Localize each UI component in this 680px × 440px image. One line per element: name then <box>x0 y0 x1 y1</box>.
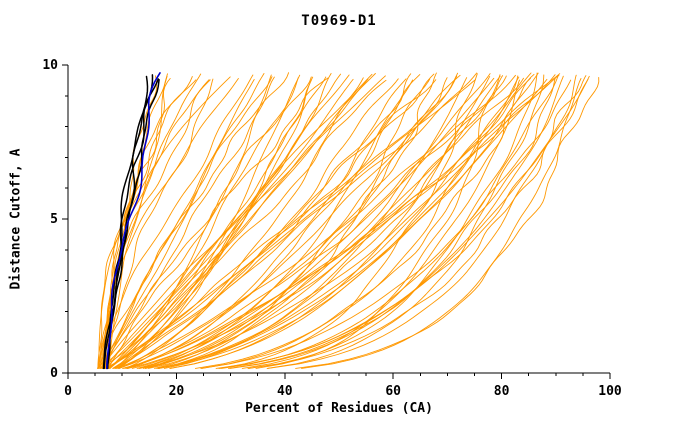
model-curve <box>97 76 193 369</box>
model-curve <box>228 78 556 369</box>
x-tick-label: 80 <box>494 384 510 399</box>
model-curve <box>267 74 577 369</box>
model-curve <box>98 79 210 369</box>
model-curve <box>138 77 524 369</box>
model-curve <box>108 77 299 369</box>
model-curve <box>109 74 350 369</box>
model-curve <box>201 75 519 369</box>
model-curve <box>105 74 461 369</box>
model-curve <box>169 76 520 369</box>
model-curve <box>100 73 202 369</box>
model-curve <box>104 73 376 369</box>
x-tick-label: 20 <box>169 384 185 399</box>
model-curve <box>157 75 507 369</box>
model-curve <box>113 72 478 369</box>
model-curve <box>115 74 516 369</box>
model-curve <box>97 74 254 369</box>
model-curves <box>97 72 600 370</box>
model-curve <box>247 75 587 369</box>
model-curve <box>107 76 327 369</box>
model-curve <box>156 72 532 369</box>
model-curve <box>131 77 495 369</box>
model-curve <box>145 73 491 369</box>
model-curve <box>98 76 231 369</box>
model-curve <box>266 74 545 369</box>
model-curve <box>103 79 197 369</box>
y-tick-label: 0 <box>50 366 58 381</box>
x-tick-label: 40 <box>277 384 293 399</box>
model-curve <box>154 78 431 369</box>
model-curve <box>127 74 421 369</box>
model-curve <box>122 73 561 369</box>
model-curve <box>97 76 312 369</box>
model-curve <box>108 77 329 369</box>
model-curve <box>98 79 255 369</box>
model-curve <box>142 79 414 369</box>
model-curve <box>114 74 272 369</box>
tick-marks <box>62 64 611 379</box>
x-tick-label: 0 <box>64 384 72 399</box>
y-axis-label: Distance Cutoff, A <box>8 148 24 290</box>
y-tick-label: 10 <box>42 58 58 73</box>
model-curve <box>125 78 399 369</box>
x-axis-label: Percent of Residues (CA) <box>245 401 433 416</box>
model-curve <box>100 75 386 369</box>
model-curve <box>139 74 556 369</box>
model-curve <box>127 77 531 369</box>
model-curve <box>169 76 491 369</box>
model-curve <box>248 72 538 369</box>
model-curve <box>147 75 501 369</box>
model-curve <box>241 79 520 369</box>
tick-labels: 0 20 40 60 80 100 0 5 10 <box>42 58 622 399</box>
y-tick-label: 5 <box>50 212 58 227</box>
model-curve <box>105 78 171 369</box>
model-curve <box>112 73 332 369</box>
model-curve <box>218 75 590 369</box>
model-curve <box>104 73 373 369</box>
plot-title: T0969-D1 <box>301 13 377 29</box>
model-curve <box>102 78 214 369</box>
model-curve <box>123 75 504 369</box>
model-curve <box>117 74 301 369</box>
model-curve <box>98 72 290 369</box>
model-curve <box>102 76 275 369</box>
model-curve <box>99 78 354 369</box>
x-tick-label: 60 <box>385 384 401 399</box>
model-curve <box>104 76 273 369</box>
model-curve <box>157 72 437 369</box>
highlight-curve <box>106 72 161 370</box>
model-curve <box>99 79 387 369</box>
model-curve <box>112 79 437 369</box>
model-curve <box>118 73 412 369</box>
model-curve <box>301 78 582 369</box>
model-curve <box>108 73 168 369</box>
model-curve <box>219 73 478 369</box>
model-curve <box>117 72 459 369</box>
model-curve <box>114 76 314 369</box>
model-curve <box>194 73 535 369</box>
model-curve <box>295 77 600 369</box>
model-curve <box>105 73 435 369</box>
x-tick-label: 100 <box>598 384 622 399</box>
